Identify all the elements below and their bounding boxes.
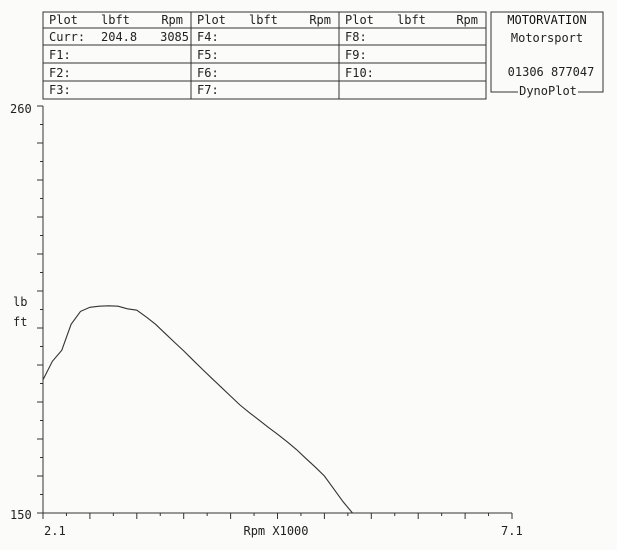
x-axis-ticks [42,513,513,519]
y-axis-label-lb: lb [13,295,27,309]
header-plot: Plot [345,13,374,27]
header-rpm: Rpm [161,13,183,27]
company-box: MOTORVATION Motorsport 01306 877047 Dyno… [490,11,604,98]
company-name: MOTORVATION [507,13,586,27]
torque-curve [42,305,353,514]
y-tick-label-max: 260 [10,102,32,116]
x-tick-label-min: 2.1 [44,524,66,538]
company-phone: 01306 877047 [508,65,595,79]
torque-chart: 260 150 lb ft 2.1 7.1 Rpm X1000 [10,102,523,538]
header-plot: Plot [49,13,78,27]
product-name: DynoPlot [519,84,577,98]
row-label: Curr: [49,30,85,44]
row-label: F7: [197,83,219,97]
row-lbft-value: 204.8 [101,30,137,44]
y-axis-ticks [37,105,43,514]
header-rpm: Rpm [309,13,331,27]
header-plot: Plot [197,13,226,27]
row-label: F3: [49,83,71,97]
row-label: F2: [49,66,71,80]
row-label: F1: [49,48,71,62]
row-label: F8: [345,30,367,44]
header-lbft: lbft [397,13,426,27]
header-rpm: Rpm [456,13,478,27]
header-lbft: lbft [249,13,278,27]
row-label: F6: [197,66,219,80]
y-axis-label-ft: ft [13,315,27,329]
results-table: Plot lbft Rpm Curr: 204.8 3085 F1: F2: F… [42,11,487,100]
y-tick-label-min: 150 [10,508,32,522]
row-label: F9: [345,48,367,62]
row-label: F5: [197,48,219,62]
x-tick-label-max: 7.1 [501,524,523,538]
header-lbft: lbft [101,13,130,27]
row-label: F10: [345,66,374,80]
company-subtitle: Motorsport [511,31,583,45]
row-label: F4: [197,30,219,44]
x-axis-label: Rpm X1000 [243,524,308,538]
row-rpm-value: 3085 [160,30,189,44]
